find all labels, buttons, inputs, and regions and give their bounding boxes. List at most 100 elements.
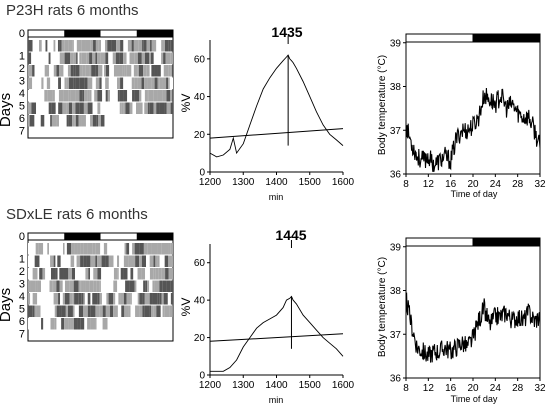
activity-stripe — [124, 305, 129, 317]
periodogram-p23h: 1435 %V min 1200 1300 1400 1500 1600 0 20 40 60 — [179, 24, 355, 202]
activity-stripe — [65, 305, 68, 317]
activity-stripe — [34, 115, 37, 127]
activity-stripe — [123, 280, 126, 292]
dark-phase-bar — [472, 237, 541, 247]
activity-stripe — [117, 255, 120, 267]
activity-stripe — [147, 280, 150, 292]
activity-stripe — [64, 243, 67, 255]
activity-stripe — [170, 65, 172, 77]
activity-stripe — [28, 65, 30, 77]
y-tick-label: 36 — [390, 374, 402, 385]
y-tick-label: 39 — [390, 38, 402, 49]
activity-stripe — [107, 102, 110, 114]
activity-stripe — [78, 293, 82, 305]
activity-stripe — [105, 268, 111, 280]
activity-stripe — [52, 280, 54, 292]
activity-stripe — [130, 77, 132, 89]
activity-stripe — [153, 52, 158, 64]
activity-stripe — [54, 52, 57, 64]
activity-stripe — [111, 102, 115, 114]
activity-stripe — [87, 305, 91, 317]
activity-stripe — [112, 293, 116, 305]
activity-stripe — [68, 102, 73, 114]
activity-stripe — [68, 40, 73, 52]
x-tick-label: 1300 — [232, 380, 255, 391]
activity-stripe — [92, 77, 96, 89]
activity-stripe — [73, 65, 76, 77]
activity-stripe — [120, 40, 124, 52]
day-label: 4 — [19, 88, 25, 100]
activity-stripe — [28, 77, 33, 89]
activity-stripe — [34, 255, 40, 267]
activity-stripe — [47, 90, 53, 102]
activity-stripe — [51, 243, 54, 255]
activity-stripe — [169, 77, 173, 89]
activity-stripe — [126, 52, 130, 64]
activity-stripe — [145, 268, 150, 280]
activity-stripe — [87, 243, 93, 255]
activity-stripe — [125, 102, 130, 114]
activity-stripe — [165, 268, 169, 280]
activity-stripe — [157, 293, 160, 305]
x-tick-label: 1500 — [299, 177, 322, 188]
activity-stripe — [37, 280, 42, 292]
activity-stripe — [44, 115, 47, 127]
activity-stripe — [69, 280, 74, 292]
activity-stripe — [139, 90, 142, 102]
activity-stripe — [44, 293, 50, 305]
activity-stripe — [79, 65, 83, 77]
activity-stripe — [99, 305, 103, 317]
activity-stripe — [108, 77, 114, 89]
activity-stripe — [50, 40, 54, 52]
activity-stripe — [114, 102, 119, 114]
activity-stripe — [95, 52, 98, 64]
activity-stripe — [153, 90, 158, 102]
activity-stripe — [156, 305, 161, 317]
activity-stripe — [147, 102, 150, 114]
activity-stripe — [171, 255, 173, 267]
activity-stripe — [104, 280, 110, 292]
activity-stripe — [95, 243, 101, 255]
activity-stripe — [78, 268, 84, 280]
activity-stripe — [146, 65, 150, 77]
activity-stripe — [40, 115, 45, 127]
activity-stripe — [41, 40, 46, 52]
activity-stripe — [167, 293, 171, 305]
activity-stripe — [154, 77, 158, 89]
activity-stripe — [73, 40, 77, 52]
activity-stripe — [97, 255, 102, 267]
activity-stripe — [157, 77, 160, 89]
activity-stripe — [35, 77, 39, 89]
activity-stripe — [105, 52, 109, 64]
activity-stripe — [35, 52, 39, 64]
activity-stripe — [53, 243, 59, 255]
activity-stripe — [48, 52, 51, 64]
activity-stripe — [87, 77, 93, 89]
activity-stripe — [161, 255, 165, 267]
activity-stripe — [57, 268, 60, 280]
activity-stripe — [28, 293, 31, 305]
activity-stripe — [123, 268, 128, 280]
activity-stripe — [164, 255, 169, 267]
activity-stripe — [68, 268, 72, 280]
activity-stripe — [161, 40, 165, 52]
activity-stripe — [53, 65, 57, 77]
activity-stripe — [97, 102, 101, 114]
activity-stripe — [96, 280, 100, 292]
activity-stripe — [75, 268, 79, 280]
activity-stripe — [89, 90, 92, 102]
activity-stripe — [61, 40, 65, 52]
temperature-trace — [405, 87, 541, 172]
dark-phase-bar — [472, 33, 541, 43]
activity-stripe — [100, 52, 106, 64]
day-label: 1 — [19, 51, 25, 63]
activity-stripe — [172, 90, 173, 102]
activity-stripe — [69, 293, 73, 305]
activity-stripe — [37, 65, 43, 77]
activity-stripe — [149, 293, 153, 305]
y-tick-label: 0 — [199, 371, 205, 382]
activity-stripe — [104, 65, 106, 77]
activity-stripe — [78, 115, 82, 127]
